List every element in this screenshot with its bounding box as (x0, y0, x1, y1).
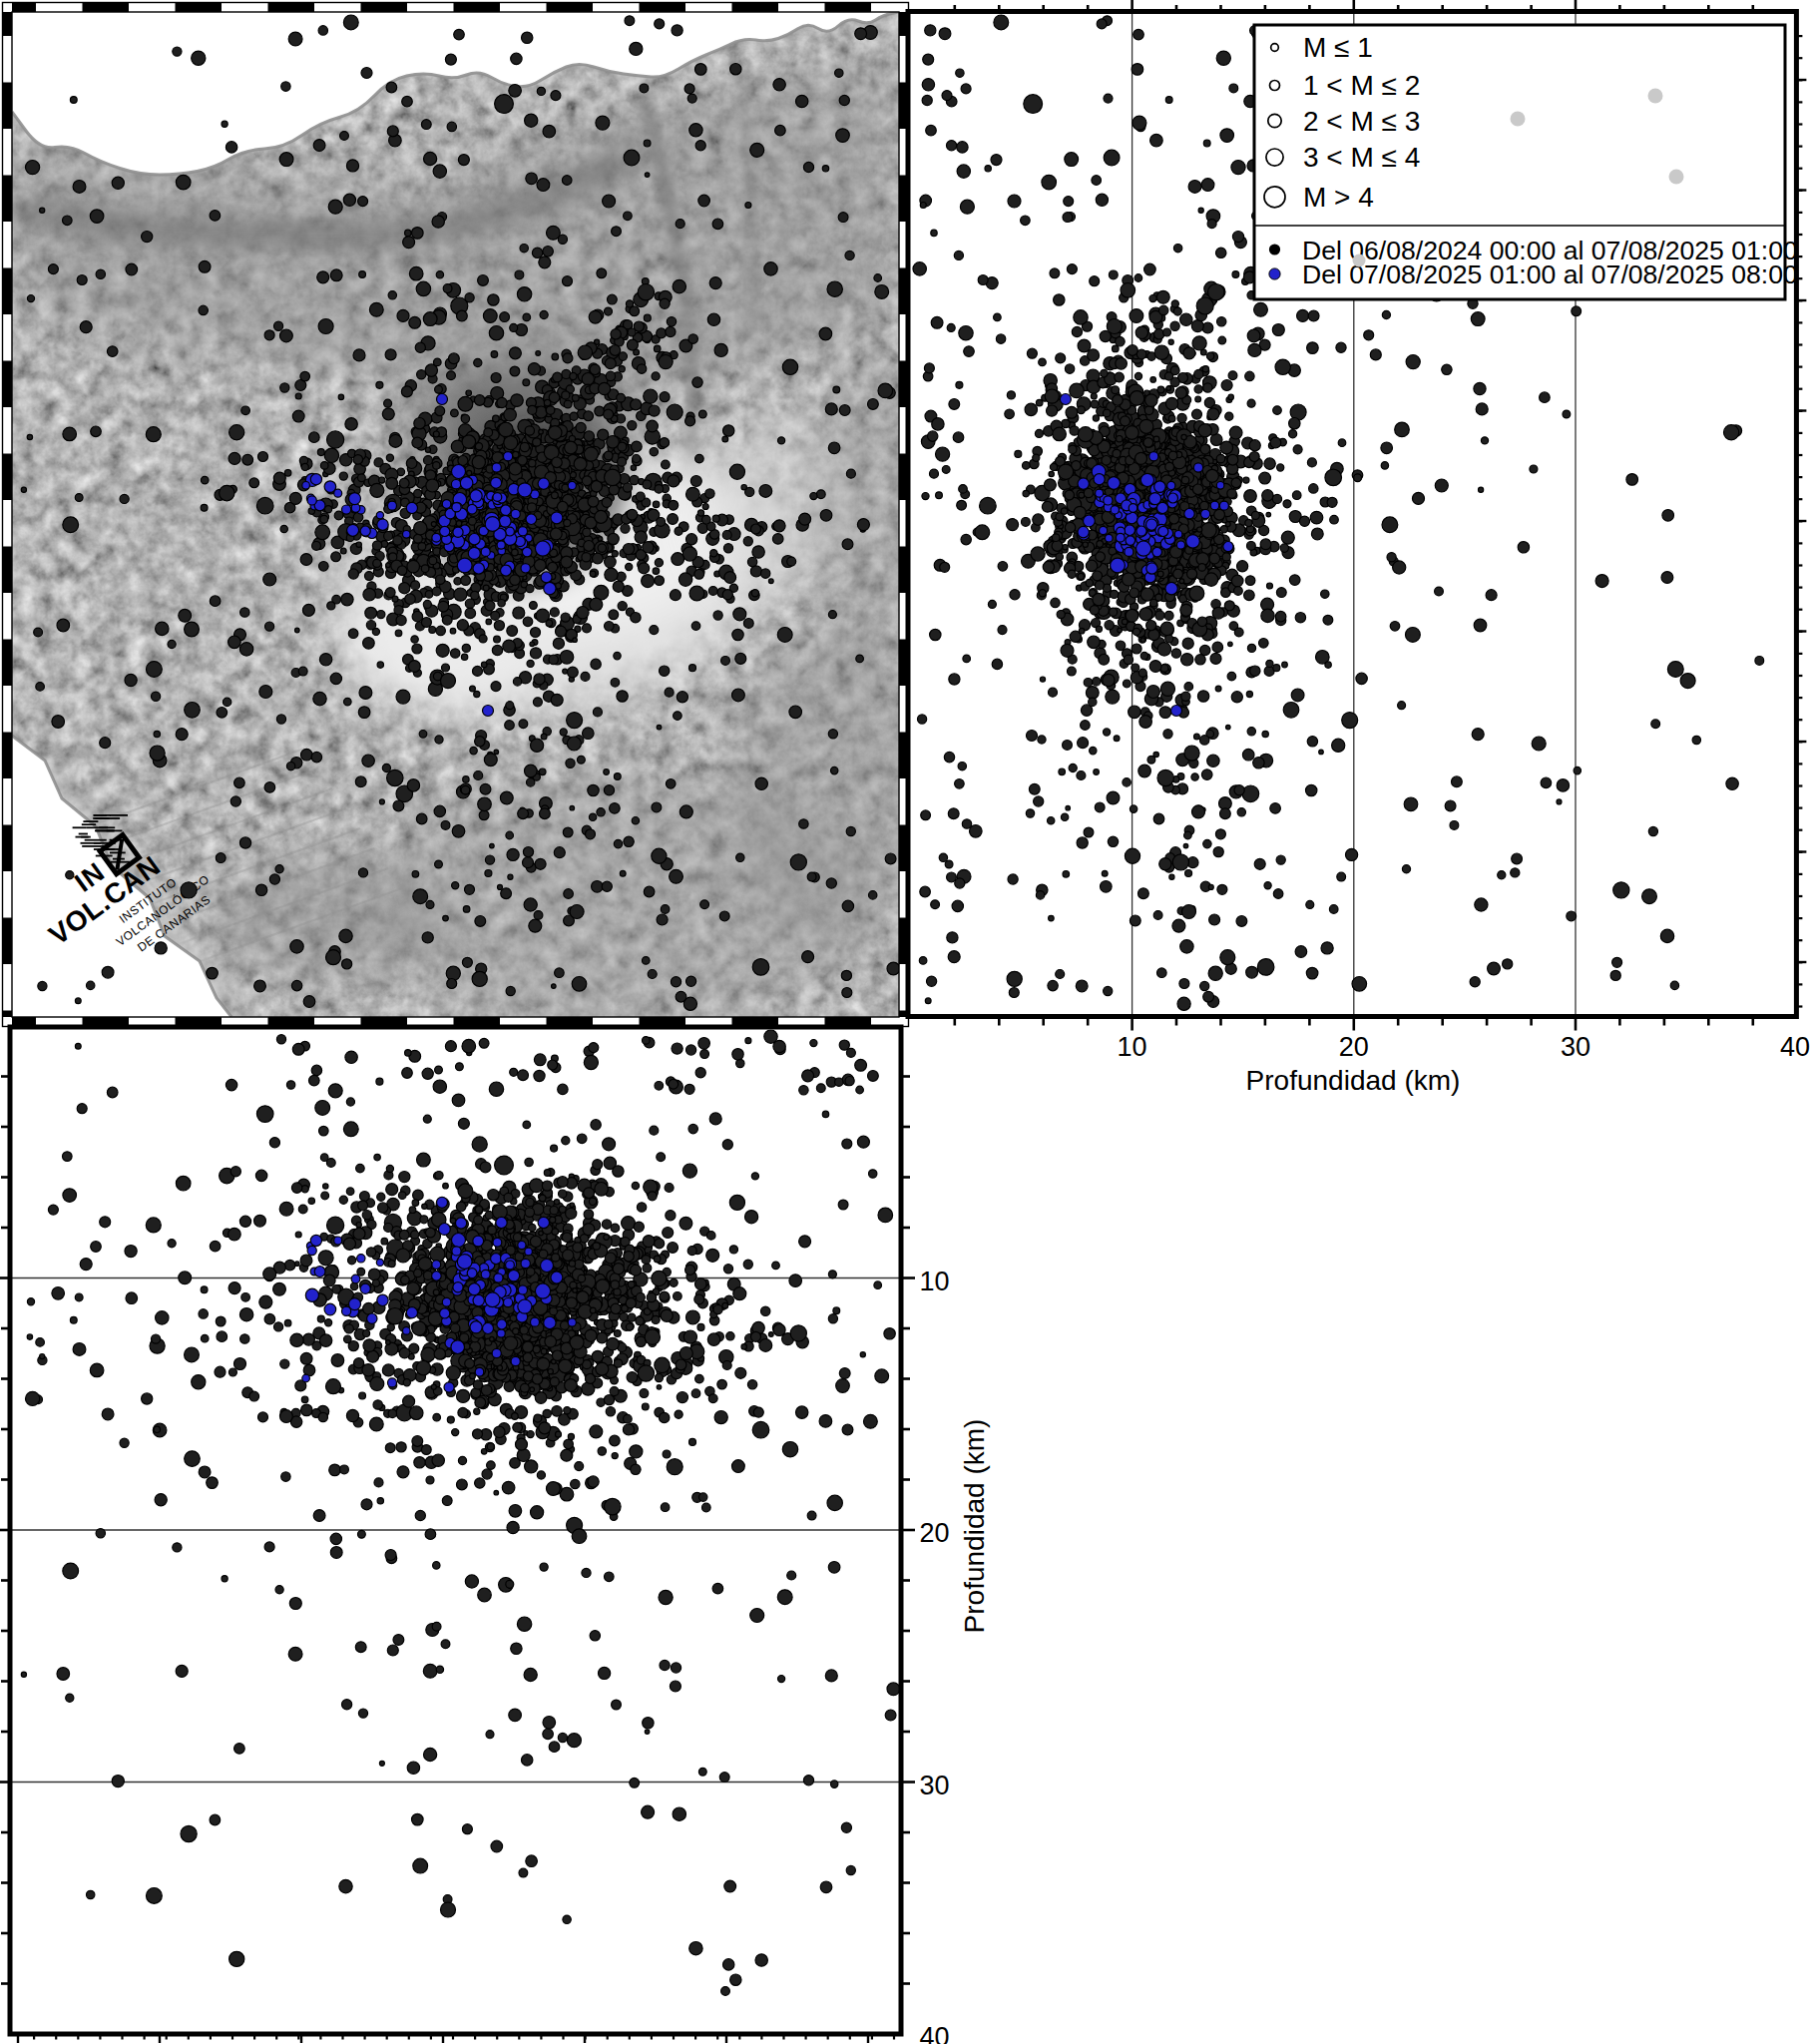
svg-text:30: 30 (920, 1771, 950, 1800)
svg-text:Profundidad (km): Profundidad (km) (959, 1419, 990, 1634)
svg-text:M ≤ 1: M ≤ 1 (1303, 32, 1373, 63)
svg-text:40: 40 (1780, 1032, 1810, 1062)
svg-text:10: 10 (1118, 1032, 1147, 1062)
svg-text:10: 10 (920, 1267, 950, 1296)
svg-text:M > 4: M > 4 (1303, 182, 1374, 213)
svg-text:2 < M ≤ 3: 2 < M ≤ 3 (1303, 106, 1420, 137)
svg-text:40: 40 (920, 2022, 950, 2044)
svg-text:30: 30 (1561, 1032, 1590, 1062)
svg-text:Del 07/08/2025 01:00 al 07/08/: Del 07/08/2025 01:00 al 07/08/2025 08:00 (1302, 259, 1798, 289)
svg-text:20: 20 (920, 1518, 950, 1548)
svg-text:1 < M ≤ 2: 1 < M ≤ 2 (1303, 70, 1420, 101)
svg-text:3 < M ≤ 4: 3 < M ≤ 4 (1303, 142, 1420, 173)
svg-text:20: 20 (1339, 1032, 1369, 1062)
svg-text:Profundidad (km): Profundidad (km) (1246, 1065, 1461, 1096)
